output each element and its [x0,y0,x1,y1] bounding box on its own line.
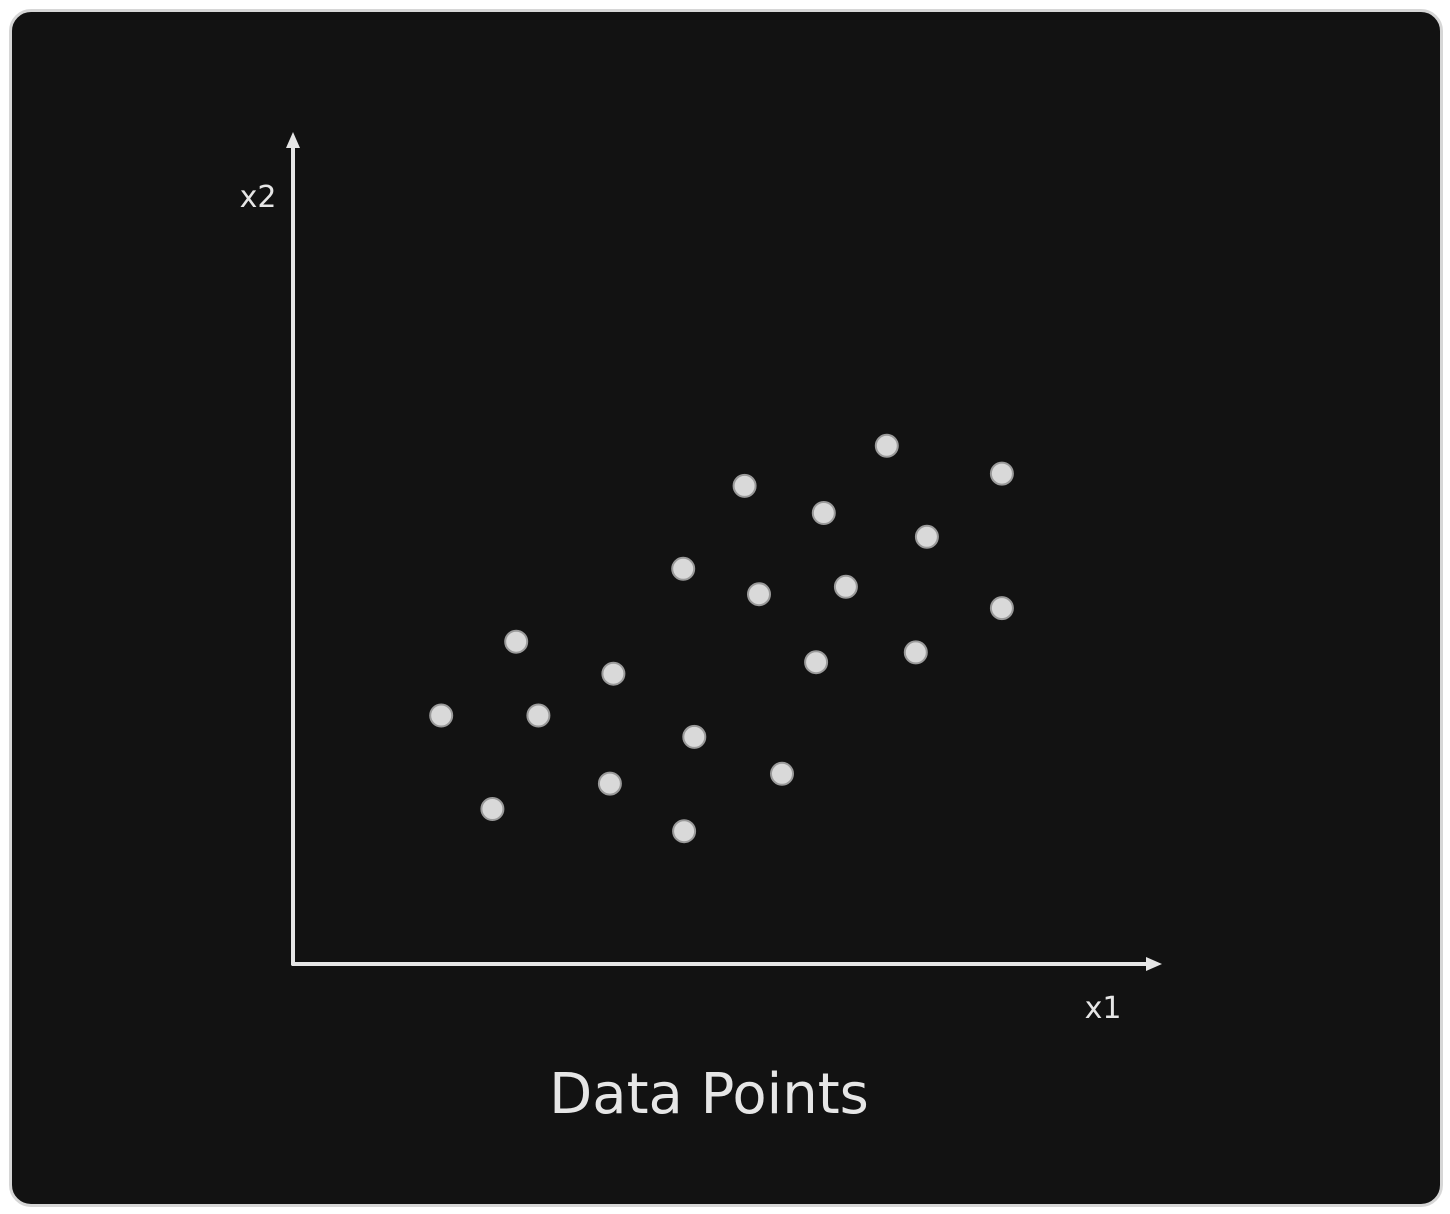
data-point-6 [601,661,626,686]
axes [286,132,1162,971]
data-point-17 [903,640,928,665]
data-point-16 [874,433,899,458]
data-point-11 [747,582,771,607]
data-point-12 [770,761,794,786]
data-point-20 [989,596,1014,621]
x-axis-arrowhead [1146,957,1162,971]
chart-frame: x2 x1 Data Points [9,9,1443,1207]
data-point-10 [732,473,757,498]
scatter-plot: x2 x1 Data Points [240,132,1162,1127]
y-axis-arrowhead [286,132,300,148]
data-point-18 [914,524,939,549]
data-point-19 [989,461,1014,486]
data-point-9 [682,724,707,749]
data-point-4 [526,703,551,728]
data-points [429,433,1014,844]
data-point-3 [504,629,529,654]
data-point-5 [597,771,622,796]
x-axis-label: x1 [1085,991,1122,1026]
chart-title: Data Points [549,1062,869,1127]
data-point-13 [804,650,829,675]
data-point-15 [833,574,858,599]
y-axis-label: x2 [240,180,277,215]
data-point-1 [429,703,454,728]
data-point-2 [480,797,505,821]
data-point-14 [811,501,836,525]
data-point-7 [672,819,697,844]
data-point-8 [671,556,696,581]
